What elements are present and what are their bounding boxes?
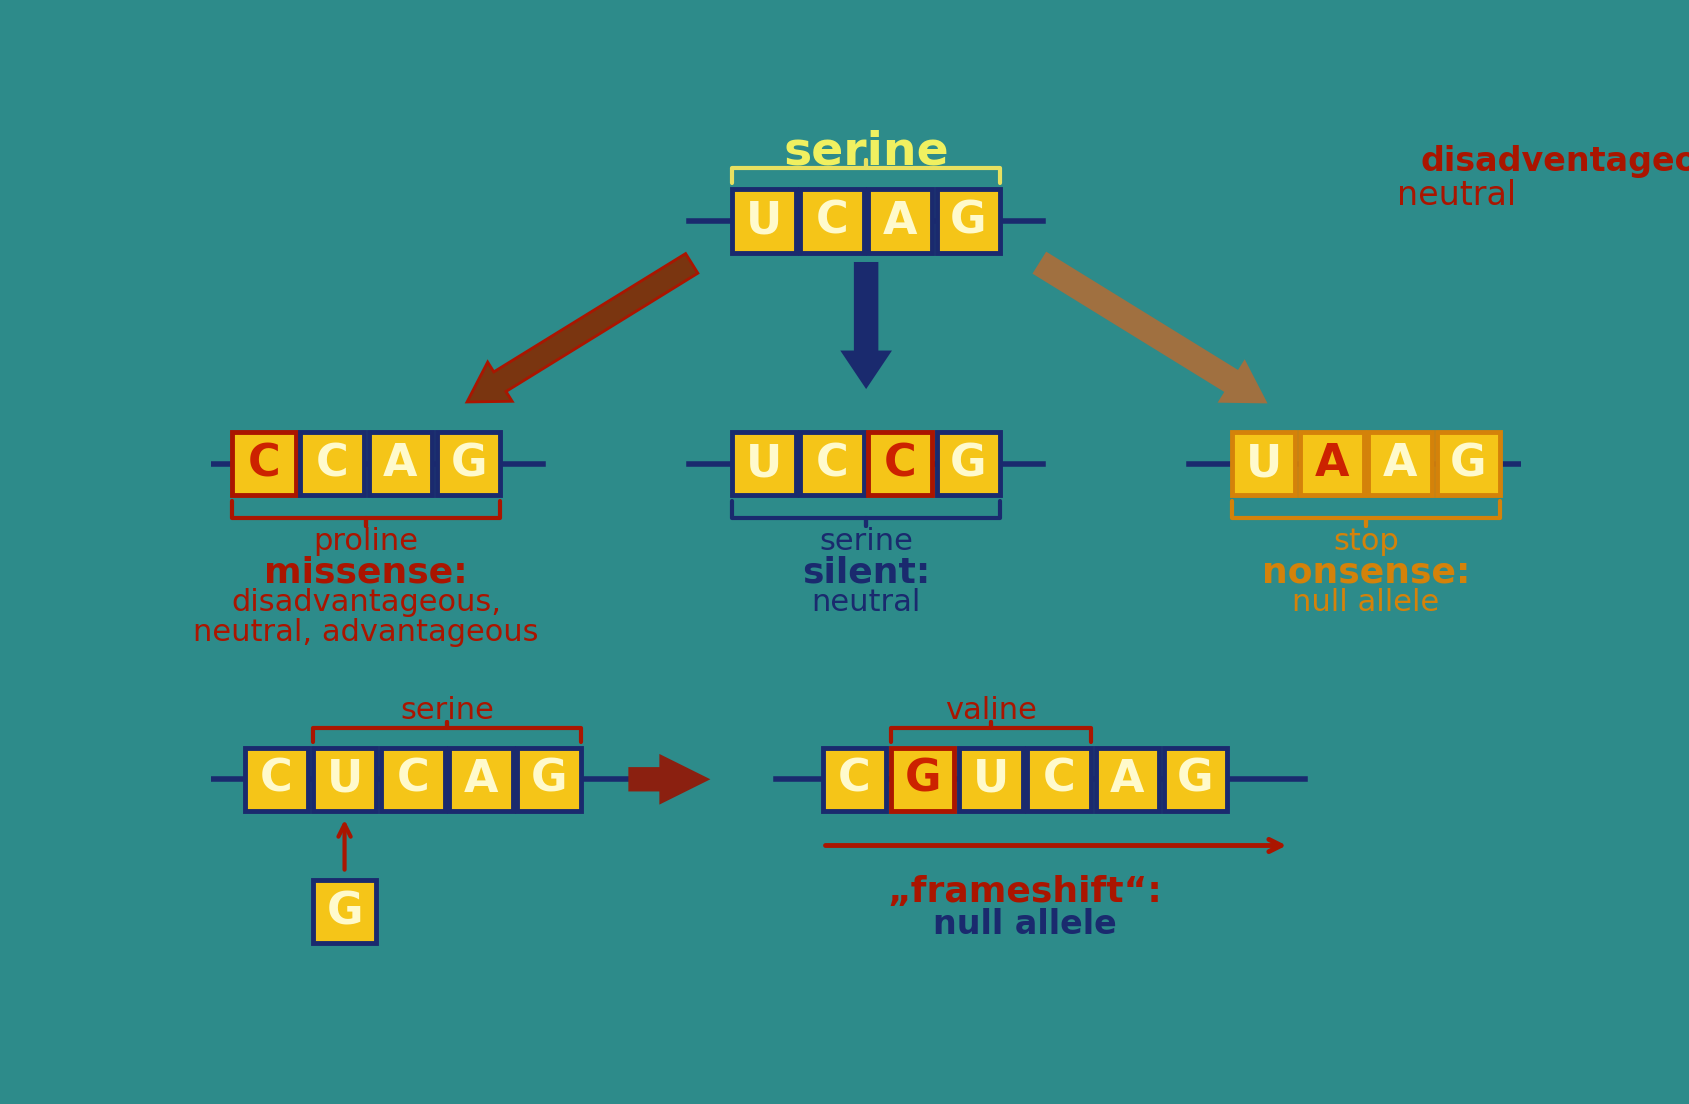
FancyBboxPatch shape <box>959 747 1022 810</box>
Text: proline: proline <box>314 527 419 555</box>
Text: C: C <box>397 757 429 800</box>
Text: serine: serine <box>400 697 493 725</box>
Polygon shape <box>466 254 698 402</box>
Text: A: A <box>383 442 417 485</box>
Text: neutral, advantageous: neutral, advantageous <box>193 618 539 647</box>
FancyBboxPatch shape <box>1299 432 1363 496</box>
Text: G: G <box>326 890 363 933</box>
Text: G: G <box>949 200 986 243</box>
FancyBboxPatch shape <box>301 432 363 496</box>
Text: silent:: silent: <box>802 555 929 590</box>
Text: neutral: neutral <box>811 588 921 617</box>
Polygon shape <box>1034 254 1265 402</box>
Text: C: C <box>816 200 848 243</box>
FancyBboxPatch shape <box>731 432 796 496</box>
Text: null allele: null allele <box>932 909 1116 942</box>
Text: U: U <box>745 442 782 485</box>
Text: C: C <box>316 442 348 485</box>
Text: G: G <box>1449 442 1486 485</box>
Text: „frameshift“:: „frameshift“: <box>887 874 1162 909</box>
Text: G: G <box>449 442 486 485</box>
Text: disadventageous: disadventageous <box>1419 146 1689 178</box>
FancyBboxPatch shape <box>936 190 1000 253</box>
Text: A: A <box>882 200 917 243</box>
Text: disadvantageous,: disadvantageous, <box>231 588 502 617</box>
Text: C: C <box>1042 757 1074 800</box>
Text: C: C <box>883 442 915 485</box>
Text: U: U <box>1245 442 1280 485</box>
FancyBboxPatch shape <box>1368 432 1431 496</box>
FancyBboxPatch shape <box>731 190 796 253</box>
Text: A: A <box>1110 757 1143 800</box>
Text: U: U <box>326 757 363 800</box>
FancyBboxPatch shape <box>312 747 377 810</box>
Polygon shape <box>630 756 706 803</box>
Text: U: U <box>973 757 1008 800</box>
FancyBboxPatch shape <box>368 432 432 496</box>
FancyBboxPatch shape <box>231 432 296 496</box>
Text: C: C <box>260 757 292 800</box>
FancyBboxPatch shape <box>449 747 512 810</box>
Text: C: C <box>247 442 280 485</box>
Text: G: G <box>904 757 941 800</box>
Text: G: G <box>530 757 568 800</box>
Text: G: G <box>949 442 986 485</box>
Text: C: C <box>838 757 870 800</box>
FancyBboxPatch shape <box>1231 432 1295 496</box>
FancyBboxPatch shape <box>801 432 863 496</box>
FancyBboxPatch shape <box>868 190 931 253</box>
Text: null allele: null allele <box>1292 588 1439 617</box>
FancyBboxPatch shape <box>436 432 500 496</box>
FancyBboxPatch shape <box>380 747 444 810</box>
FancyBboxPatch shape <box>1436 432 1500 496</box>
Text: neutral: neutral <box>1397 179 1515 212</box>
FancyBboxPatch shape <box>823 747 885 810</box>
Text: valine: valine <box>944 697 1037 725</box>
FancyBboxPatch shape <box>936 432 1000 496</box>
Text: missense:: missense: <box>263 555 468 590</box>
Polygon shape <box>843 264 888 386</box>
Text: stop: stop <box>1333 527 1398 555</box>
Text: nonsense:: nonsense: <box>1262 555 1469 590</box>
FancyBboxPatch shape <box>1094 747 1159 810</box>
Text: serine: serine <box>782 129 949 174</box>
FancyBboxPatch shape <box>1027 747 1089 810</box>
FancyBboxPatch shape <box>1164 747 1226 810</box>
FancyBboxPatch shape <box>245 747 307 810</box>
Text: U: U <box>745 200 782 243</box>
FancyBboxPatch shape <box>868 432 931 496</box>
Text: C: C <box>816 442 848 485</box>
Text: G: G <box>1177 757 1213 800</box>
FancyBboxPatch shape <box>312 880 377 943</box>
Text: A: A <box>463 757 498 800</box>
FancyBboxPatch shape <box>890 747 954 810</box>
Text: A: A <box>1314 442 1348 485</box>
Text: serine: serine <box>819 527 912 555</box>
FancyBboxPatch shape <box>517 747 581 810</box>
Text: A: A <box>1382 442 1417 485</box>
FancyBboxPatch shape <box>801 190 863 253</box>
